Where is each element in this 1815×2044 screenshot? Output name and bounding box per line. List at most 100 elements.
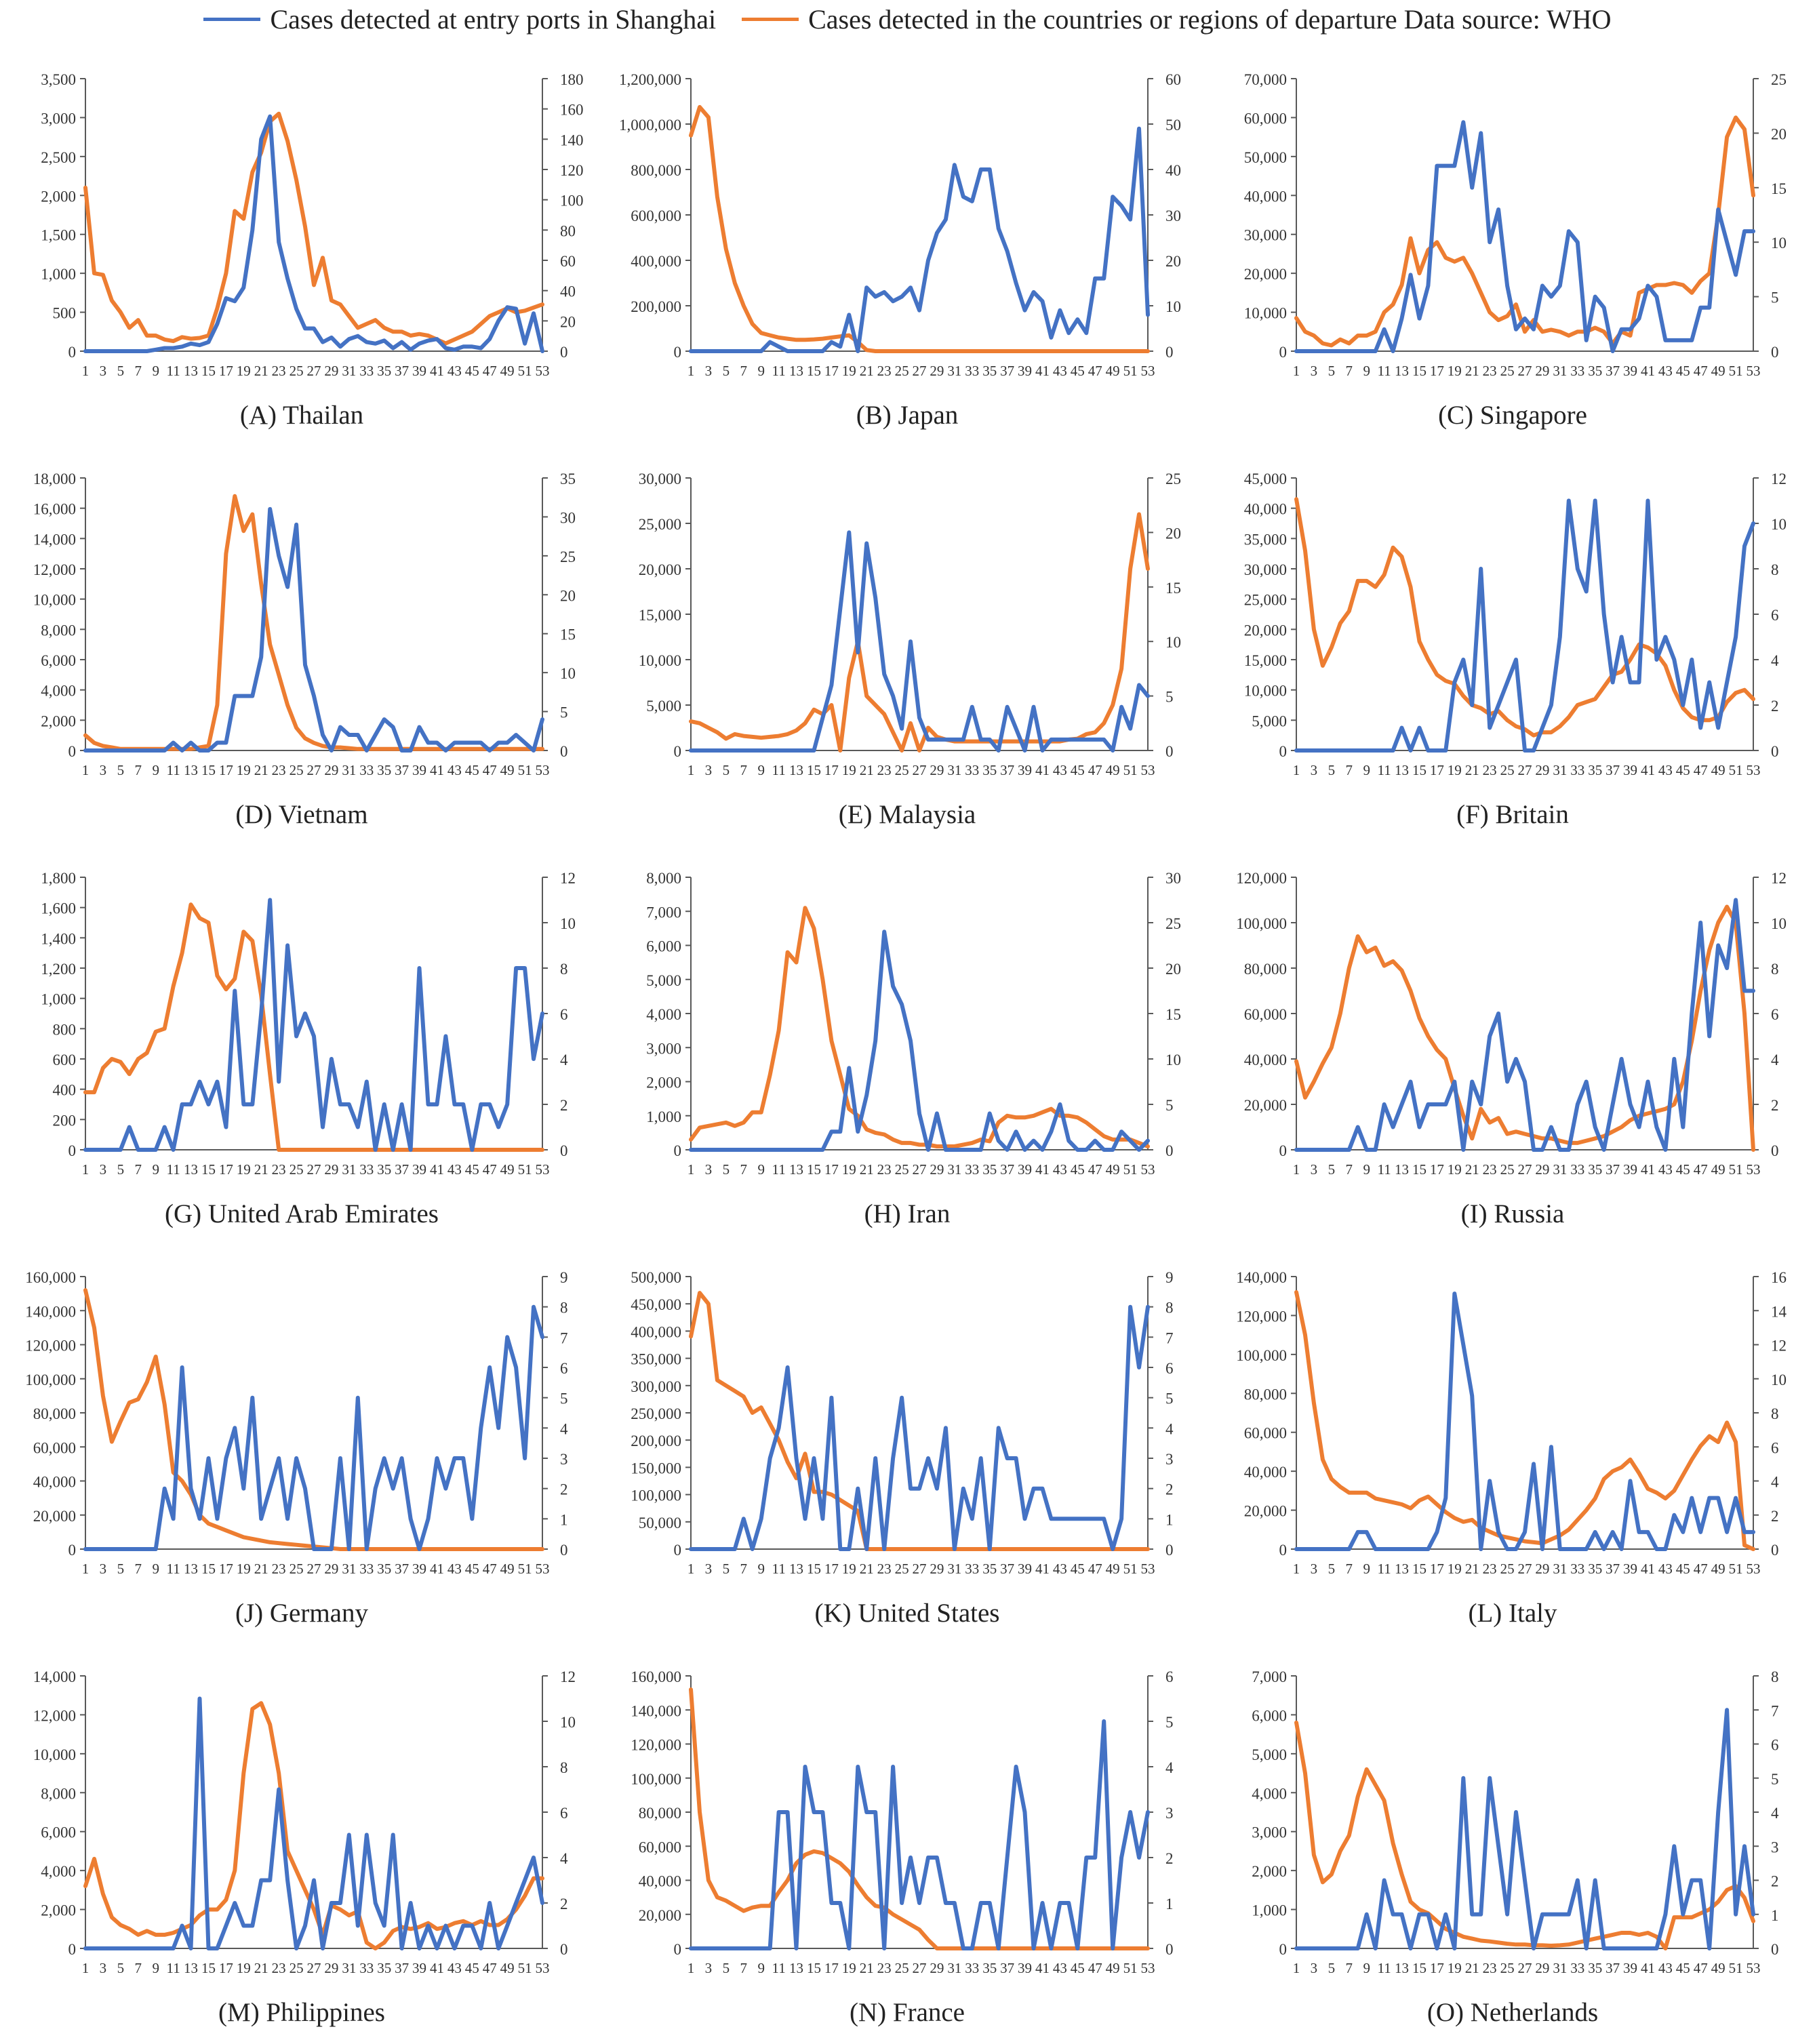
x-axis-tick-label: 9 [152,1960,159,1976]
departure-series-point [111,300,113,302]
departure-series-point [1576,331,1578,333]
shanghai-series [689,530,1150,753]
departure-series-point [786,733,789,735]
departure-series-point [1673,1917,1675,1919]
shanghai-series-point [1445,1104,1447,1106]
departure-series-point [1700,1445,1702,1447]
x-axis-tick-label: 29 [324,1161,338,1178]
shanghai-series-point [1024,1149,1026,1151]
departure-series-point [1313,1402,1315,1404]
chart-svg-j: 020,00040,00060,00080,000100,000120,0001… [25,1269,568,1577]
right-axis-tick-label: 3 [1771,1839,1779,1856]
shanghai-series-point [1103,277,1105,279]
x-axis-tick-label: 21 [254,1561,268,1577]
departure-series-point [515,1548,517,1550]
left-axis-tick-label: 450,000 [631,1296,681,1313]
departure-series-point [94,1091,96,1094]
left-axis-tick-label: 30,000 [1244,561,1287,578]
departure-series-point [1691,292,1693,294]
x-axis-tick-label: 53 [1747,762,1761,778]
departure-series-point [919,1144,921,1146]
x-axis-tick-label: 43 [447,762,462,778]
departure-series [689,906,1150,1148]
left-axis-tick-label: 2,500 [41,149,76,166]
right-axis-tick-label: 0 [560,1542,568,1559]
shanghai-series-point [471,1149,473,1151]
left-axis-tick-label: 15,000 [639,607,681,624]
departure-series-point [831,1857,833,1859]
x-axis-tick-label: 13 [789,1161,803,1178]
shanghai-series-point [418,1548,420,1550]
shanghai-series-point [515,308,517,310]
departure-series-point [1410,237,1412,239]
departure-series-point [936,350,938,353]
right-axis-tick-label: 3 [1165,1451,1174,1468]
shanghai-series-point [1445,750,1447,752]
departure-series-point [1383,1799,1385,1801]
shanghai-series-point [971,706,973,708]
x-axis-tick-label: 29 [930,1161,944,1178]
x-axis-tick-label: 39 [412,1960,426,1976]
departure-series-point [1365,951,1368,953]
departure-series-point [1313,1081,1315,1083]
shanghai-series-point [199,1698,201,1700]
shanghai-series-point [699,1948,701,1950]
left-axis-tick-label: 5,000 [1252,713,1287,729]
departure-series-point [410,1928,412,1930]
x-axis-tick-label: 39 [1018,762,1032,778]
x-axis-tick-label: 49 [1106,1161,1120,1178]
shanghai-series-point [462,1925,464,1927]
x-axis-tick-label: 51 [1729,1161,1743,1178]
departure-series [1294,497,1755,738]
x-axis-tick-label: 25 [895,363,909,379]
x-axis-tick-label: 25 [290,1960,304,1976]
shanghai-series-point [515,967,517,969]
x-axis-tick-label: 17 [1430,363,1444,379]
shanghai-series-point [822,1811,824,1813]
departure-series-point [172,985,174,987]
right-axis-tick-label: 8 [560,1759,568,1776]
shanghai-series-point [119,750,121,752]
departure-series-point [181,336,183,338]
shanghai-series-point [260,656,262,658]
departure-series-point [1033,1548,1035,1550]
chart-svg-a: 05001,0001,5002,0002,5003,0003,500020406… [41,71,583,379]
departure-series-point [137,1933,139,1936]
departure-series-point [119,1420,121,1422]
shanghai-series-point [1427,1104,1429,1106]
chart-panel-c: 0 10,000 20,000 30,000 40,000 50,000 60,000 70,… [1211,46,1814,445]
x-axis-tick-label: 29 [1535,1960,1549,1976]
departure-series-point [1620,1466,1622,1468]
departure-series-point [278,113,280,115]
shanghai-series-point [1121,1518,1123,1520]
shanghai-series-point [1321,1948,1323,1950]
x-axis-tick-label: 5 [723,1960,730,1976]
shanghai-series-point [1147,314,1149,316]
departure-series-point [1339,622,1341,624]
shanghai-series-point [1024,309,1026,311]
departure-series-point [296,1870,298,1872]
departure-series-point [1392,304,1394,306]
x-axis-tick-label: 33 [965,363,979,379]
departure-series-point [216,1526,218,1528]
departure-series-point [155,1030,157,1033]
shanghai-series-point [1700,306,1702,308]
shanghai-series-point [1471,1081,1473,1083]
shanghai-series-point [892,985,894,987]
departure-series-point [146,1052,148,1054]
shanghai-series-point [348,1548,350,1550]
departure-series-point [339,1548,341,1550]
departure-series-point [489,1548,491,1550]
shanghai-series-point [357,1397,359,1399]
right-axis-tick-label: 15 [560,626,576,643]
departure-series-point [1348,610,1350,612]
departure-series-point [163,338,165,340]
right-axis-tick-label: 4 [1165,1420,1174,1437]
shanghai-series-point [1673,1058,1675,1060]
shanghai-series-point [1656,296,1658,298]
shanghai-series-point [515,1902,517,1904]
shanghai-series-point [1024,1811,1026,1813]
x-axis-tick-label: 53 [1141,363,1155,379]
right-axis-tick-label: 10 [1771,1371,1787,1388]
shanghai-series-point [163,1126,165,1128]
